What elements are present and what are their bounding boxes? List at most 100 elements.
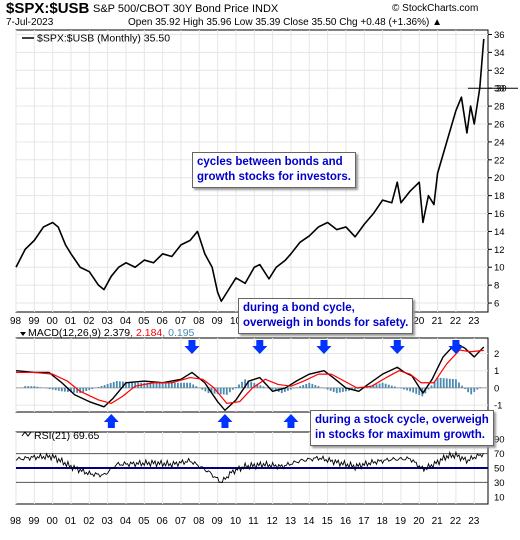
blue-arrow-down-icon [316,340,332,354]
annotation-cycles-text: cycles between bonds and growth stocks f… [197,156,352,183]
macd-histogram-bar [70,387,72,393]
x-tick-label-mid-99: 99 [28,316,40,327]
x-tick-label-mid-10: 10 [230,316,242,327]
macd-histogram-bar [427,387,430,390]
chart-symbol: $SPX:$USB [6,0,90,17]
macd-histogram-bar [241,381,243,388]
macd-histogram-bar [173,382,176,388]
x-tick-label-bottom-10: 10 [230,516,242,527]
macd-histogram-bar [473,387,476,392]
rsi-extra-tick-label-90: 90 [494,435,505,446]
macd-histogram-bar [433,381,436,388]
macd-histogram-bar [100,386,103,388]
macd-histogram-bar [27,386,30,388]
x-tick-label-bottom-99: 99 [28,516,40,527]
macd-legend-marker-icon [20,332,26,336]
macd-histogram-bar [210,387,213,394]
macd-histogram-bar [259,385,262,388]
macd-histogram-bar [219,387,222,395]
macd-histogram-bar [247,380,250,388]
macd-tick-label-0: 0 [494,383,499,394]
macd-histogram-bar [125,381,127,388]
macd-histogram-bar [329,387,332,391]
x-tick-label-mid-01: 01 [65,316,77,327]
macd-histogram-bar [461,385,463,388]
x-tick-label-bottom-13: 13 [285,516,297,527]
macd-histogram-bar [442,378,445,388]
rsi-tick-label-30: 30 [494,478,505,489]
macd-histogram-bar [235,387,237,388]
macd-histogram-bar [82,387,85,393]
macd-histogram-bar [476,387,479,390]
macd-histogram-bar [149,382,152,388]
macd-histogram-bar [455,379,457,388]
price-tick-label-36: 36 [494,30,505,41]
macd-legend: MACD(12,26,9) 2.379, 2.184, 0.195 [28,327,195,339]
macd-histogram-bar [311,383,314,388]
x-tick-label-mid-06: 06 [157,316,169,327]
price-tick-label-30: 30 [494,84,505,95]
macd-histogram-bar [63,387,66,392]
blue-arrow-down-icon [184,340,200,354]
macd-histogram-bar [296,387,298,388]
macd-histogram-bar [67,387,69,392]
macd-legend-part-3: , 0.195 [162,327,194,339]
macd-histogram-bar [189,382,192,388]
annotation-stock-cycle: during a stock cycle, overweigh in stock… [310,410,494,446]
x-tick-label-mid-02: 02 [83,316,95,327]
macd-histogram-bar [256,384,259,388]
macd-histogram-bar [39,387,42,388]
macd-histogram-bar [250,381,253,388]
x-tick-label-bottom-09: 09 [212,516,224,527]
chart-date: 7-Jul-2023 [6,17,54,28]
x-tick-label-bottom-18: 18 [377,516,389,527]
macd-histogram-bar [244,379,247,388]
price-tick-label-14: 14 [494,227,505,238]
x-tick-label-bottom-04: 04 [120,516,132,527]
macd-histogram-bar [122,381,124,388]
price-tick-label-26: 26 [494,120,505,131]
macd-histogram-bar [458,382,460,388]
price-legend-label: $SPX:$USB (Monthly) 35.50 [37,33,170,45]
macd-histogram-bar [439,377,442,388]
macd-histogram-bar [88,387,91,391]
macd-histogram-bar [412,387,415,393]
macd-histogram-bar [180,382,182,388]
macd-histogram-bar [299,386,302,388]
chart-description: S&P 500/CBOT 30Y Bond Price INDX [93,3,279,15]
macd-histogram-bar [131,382,133,388]
macd-histogram-bar [345,387,347,392]
x-tick-label-bottom-17: 17 [358,516,370,527]
macd-histogram-bar [164,382,167,388]
macd-histogram-bar [430,385,433,388]
macd-histogram-bar [406,387,408,391]
macd-tick-label--1: -1 [494,401,502,412]
macd-histogram-bar [128,382,130,388]
rsi-legend: RSI(21) 69.65 [34,430,100,442]
macd-histogram-bar [387,384,390,388]
macd-histogram-bar [253,382,256,388]
macd-histogram-bar [381,382,384,388]
x-tick-label-bottom-15: 15 [322,516,334,527]
macd-histogram-bar [280,387,283,394]
macd-histogram-bar [470,387,473,395]
price-tick-label-16: 16 [494,209,505,220]
x-tick-label-bottom-20: 20 [413,516,425,527]
macd-histogram-bar [79,387,82,394]
x-tick-label-bottom-06: 06 [157,516,169,527]
macd-histogram-bar [106,384,109,388]
price-tick-label-18: 18 [494,191,505,202]
x-tick-label-mid-98: 98 [10,316,22,327]
blue-arrow-up-icon [103,414,119,428]
macd-histogram-bar [479,387,482,388]
macd-histogram-bar [274,387,277,391]
macd-histogram-bar [335,387,338,394]
macd-histogram-bar [177,382,179,388]
macd-histogram-bar [186,382,188,388]
x-tick-label-bottom-00: 00 [47,516,59,527]
x-tick-label-bottom-08: 08 [193,516,205,527]
macd-histogram-bar [338,387,341,393]
macd-histogram-bar [167,382,170,388]
rsi-line [15,450,484,483]
x-tick-label-mid-05: 05 [138,316,150,327]
